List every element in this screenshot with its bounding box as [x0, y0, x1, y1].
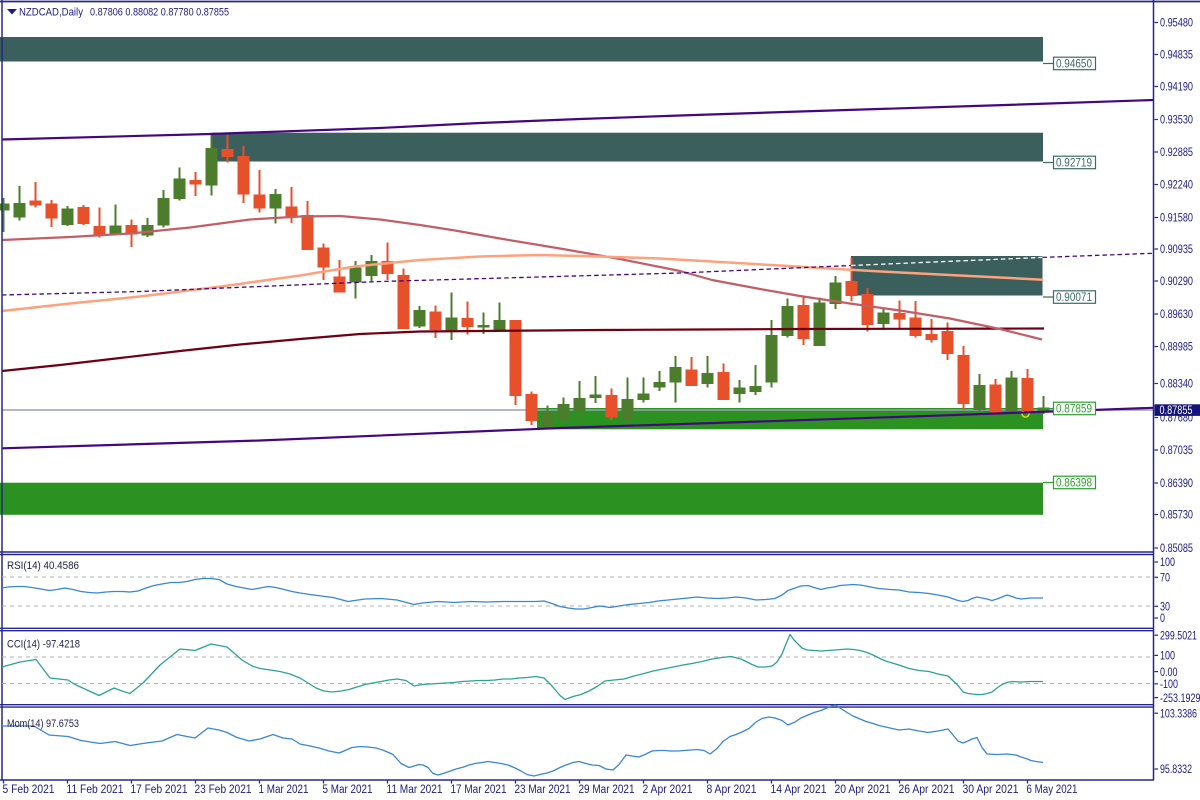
svg-text:299.5021: 299.5021 [1160, 628, 1197, 642]
svg-text:0.86390: 0.86390 [1160, 476, 1193, 490]
svg-text:0.86398: 0.86398 [1056, 478, 1092, 490]
svg-text:0: 0 [1160, 611, 1165, 625]
svg-text:30 Apr 2021: 30 Apr 2021 [963, 784, 1019, 796]
svg-text:0.90071: 0.90071 [1056, 292, 1092, 304]
svg-text:70: 70 [1160, 571, 1170, 585]
svg-text:1 Mar 2021: 1 Mar 2021 [259, 784, 309, 796]
svg-text:0.87035: 0.87035 [1160, 443, 1193, 457]
svg-text:14 Apr 2021: 14 Apr 2021 [771, 784, 827, 796]
svg-text:0.00: 0.00 [1160, 665, 1178, 679]
svg-text:29 Mar 2021: 29 Mar 2021 [579, 784, 635, 796]
svg-text:0.92885: 0.92885 [1160, 145, 1193, 159]
svg-text:CCI(14) -97.4218: CCI(14) -97.4218 [7, 639, 80, 651]
svg-text:0.94650: 0.94650 [1056, 59, 1092, 71]
svg-text:17 Mar 2021: 17 Mar 2021 [451, 784, 507, 796]
svg-text:30: 30 [1160, 600, 1170, 614]
svg-text:0.87806 0.88082 0.87780 0.8785: 0.87806 0.88082 0.87780 0.87855 [90, 7, 229, 19]
svg-text:0.85085: 0.85085 [1160, 541, 1193, 555]
svg-text:20 Apr 2021: 20 Apr 2021 [835, 784, 891, 796]
svg-text:100: 100 [1160, 555, 1175, 569]
svg-text:6 May 2021: 6 May 2021 [1027, 784, 1078, 796]
svg-text:NZDCAD,Daily: NZDCAD,Daily [19, 7, 83, 19]
svg-text:0.90935: 0.90935 [1160, 242, 1193, 256]
svg-text:0.87855: 0.87855 [1160, 403, 1193, 417]
svg-text:5 Feb 2021: 5 Feb 2021 [3, 784, 55, 796]
svg-text:5 Mar 2021: 5 Mar 2021 [323, 784, 373, 796]
svg-text:0.93530: 0.93530 [1160, 113, 1193, 127]
svg-text:23 Feb 2021: 23 Feb 2021 [195, 784, 252, 796]
svg-text:0.95480: 0.95480 [1160, 16, 1193, 30]
svg-text:2 Apr 2021: 2 Apr 2021 [643, 784, 693, 796]
svg-text:Mom(14) 97.6753: Mom(14) 97.6753 [7, 718, 79, 730]
svg-text:0.91580: 0.91580 [1160, 211, 1193, 225]
svg-text:0.87859: 0.87859 [1056, 404, 1092, 416]
svg-text:0.88985: 0.88985 [1160, 340, 1193, 354]
svg-text:11 Mar 2021: 11 Mar 2021 [387, 784, 443, 796]
svg-text:23 Mar 2021: 23 Mar 2021 [515, 784, 571, 796]
svg-text:26 Apr 2021: 26 Apr 2021 [899, 784, 955, 796]
svg-text:8 Apr 2021: 8 Apr 2021 [707, 784, 757, 796]
svg-text:0.92719: 0.92719 [1056, 158, 1092, 170]
svg-text:0.90290: 0.90290 [1160, 274, 1193, 288]
svg-text:11 Feb 2021: 11 Feb 2021 [67, 784, 124, 796]
svg-text:0.85730: 0.85730 [1160, 508, 1193, 522]
svg-text:0.92240: 0.92240 [1160, 178, 1193, 192]
svg-text:0.89630: 0.89630 [1160, 307, 1193, 321]
svg-text:0.94835: 0.94835 [1160, 48, 1193, 62]
svg-text:-253.1929: -253.1929 [1160, 691, 1200, 705]
svg-text:17 Feb 2021: 17 Feb 2021 [131, 784, 188, 796]
svg-text:0.94190: 0.94190 [1160, 80, 1193, 94]
svg-text:0.88340: 0.88340 [1160, 377, 1193, 391]
svg-text:RSI(14) 40.4586: RSI(14) 40.4586 [7, 560, 79, 572]
svg-text:100: 100 [1160, 649, 1175, 663]
svg-text:-100: -100 [1160, 677, 1178, 691]
svg-text:95.8332: 95.8332 [1160, 762, 1192, 776]
svg-text:103.3386: 103.3386 [1160, 706, 1197, 720]
